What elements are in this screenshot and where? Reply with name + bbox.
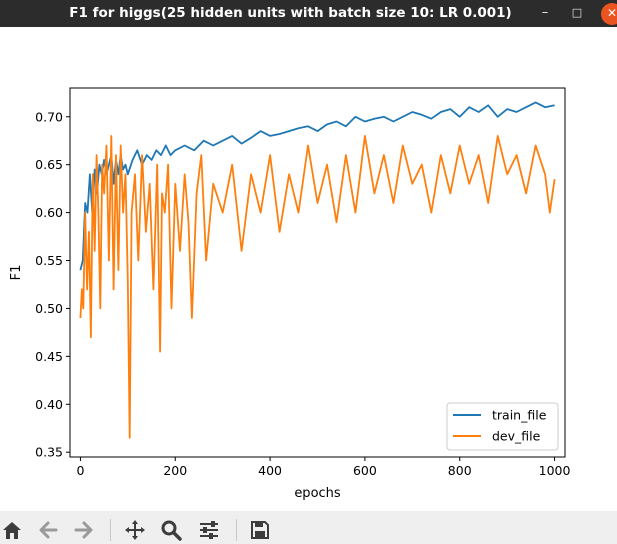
- forward-arrow-icon[interactable]: [71, 517, 97, 543]
- toolbar-separator: [236, 519, 237, 541]
- save-floppy-icon[interactable]: [247, 517, 273, 543]
- x-tick-label: 800: [448, 463, 472, 478]
- y-tick-label: 0.50: [35, 301, 63, 316]
- plot-toolbar: [0, 511, 617, 544]
- y-tick-label: 0.55: [35, 253, 63, 268]
- series-layer: [79, 101, 556, 439]
- x-tick-label: 400: [258, 463, 282, 478]
- x-tick-label: 1000: [539, 463, 571, 478]
- x-tick-label: 600: [353, 463, 377, 478]
- window-title: F1 for higgs(25 hidden units with batch …: [69, 5, 512, 21]
- y-tick-label: 0.45: [35, 349, 63, 364]
- pan-move-icon[interactable]: [122, 517, 148, 543]
- y-tick-label: 0.40: [35, 397, 63, 412]
- maximize-icon[interactable]: □: [571, 6, 583, 19]
- close-icon[interactable]: ✕: [601, 3, 617, 25]
- zoom-magnifier-icon[interactable]: [158, 517, 184, 543]
- chart-svg: 0 200 400 600 800 1000 0.350.400.450.500.550.…: [9, 87, 571, 501]
- home-icon[interactable]: [0, 517, 25, 543]
- x-tick-label: 200: [163, 463, 187, 478]
- figure-canvas: 0 200 400 600 800 1000 0.35 0.40 0.45 0.50 0.55 0.…: [0, 27, 617, 511]
- back-arrow-icon[interactable]: [35, 517, 61, 543]
- y-tick-label: 0.70: [35, 109, 63, 124]
- minimize-icon[interactable]: –: [541, 5, 549, 20]
- configure-subplots-icon[interactable]: [196, 517, 222, 543]
- series-train-line: [79, 101, 555, 271]
- y-ticks: 0.35 0.40 0.45 0.50 0.55 0.60 0.65 0.70: [35, 109, 70, 460]
- y-tick-label: 0.65: [35, 157, 63, 172]
- legend: train_file dev_file: [446, 402, 559, 451]
- series-dev-line: [79, 135, 556, 439]
- y-tick-label: 0.35: [35, 445, 63, 460]
- x-ticks: 0 200 400 600 800 1000: [76, 457, 571, 478]
- window-titlebar: F1 for higgs(25 hidden units with batch …: [0, 0, 617, 27]
- legend-label-dev: dev_file: [492, 429, 541, 444]
- y-axis-label: F1: [9, 265, 24, 281]
- x-axis-label: epochs: [294, 486, 341, 501]
- y-tick-label: 0.60: [35, 205, 63, 220]
- x-tick-label: 0: [76, 463, 84, 478]
- toolbar-separator: [110, 519, 111, 541]
- legend-label-train: train_file: [492, 408, 547, 423]
- axes-frame: [69, 87, 566, 458]
